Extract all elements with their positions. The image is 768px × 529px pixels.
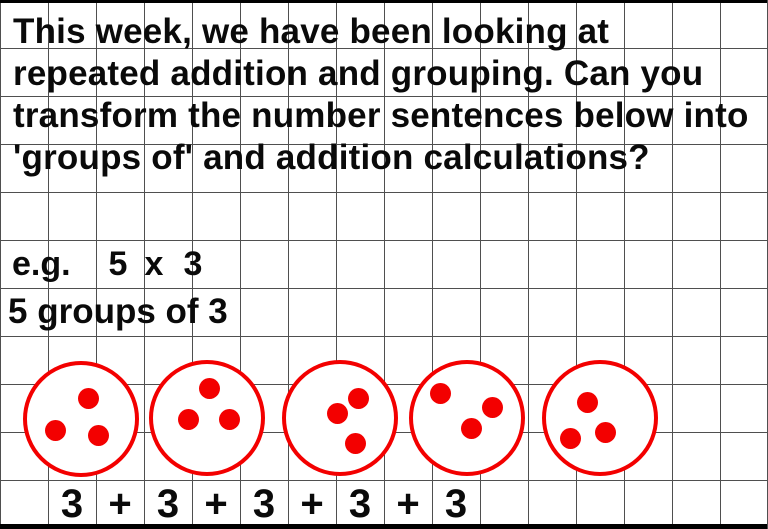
example-multiplicand: 5: [108, 245, 128, 283]
group-circle: [282, 360, 398, 476]
example-multiplier: 3: [183, 245, 203, 283]
plus-operator: +: [300, 481, 324, 526]
counter-dot: [429, 382, 451, 404]
counter-dot: [44, 419, 66, 441]
addend-number: 3: [60, 481, 84, 526]
group-circle: [23, 361, 139, 477]
counter-dot: [326, 402, 348, 424]
addend-number: 3: [252, 481, 276, 526]
counter-dot: [77, 387, 99, 409]
plus-operator: +: [204, 481, 228, 526]
instruction-line-3: transform the number sentences below int…: [13, 96, 749, 135]
counter-dot: [347, 387, 369, 409]
instruction-line-2: repeated addition and grouping. Can you: [13, 54, 704, 93]
addend-number: 3: [348, 481, 372, 526]
example-row: e.g. 5 x 3: [0, 240, 767, 288]
group-circle: [409, 360, 525, 476]
plus-operator: +: [108, 481, 132, 526]
counter-dot: [87, 424, 109, 446]
counter-dot: [198, 377, 220, 399]
top-border: [0, 0, 767, 3]
instruction-line-4: 'groups of' and addition calculations?: [13, 138, 650, 177]
counter-dot: [559, 427, 581, 449]
counter-dot: [594, 421, 616, 443]
bottom-border: [0, 524, 767, 529]
number-sentence: 3 +3 +3 +3 +3: [48, 480, 480, 528]
multiply-operator: x: [144, 245, 164, 283]
counter-dot: [481, 396, 503, 418]
addend-number: 3: [444, 481, 468, 526]
counter-dot: [218, 408, 240, 430]
example-answer: 5 groups of 3: [8, 292, 228, 331]
instruction-text: This week, we have been looking at repea…: [13, 11, 749, 179]
example-label: e.g.: [12, 245, 71, 283]
counter-dot: [177, 408, 199, 430]
plus-operator: +: [396, 481, 420, 526]
counter-dot: [344, 432, 366, 454]
group-circle: [149, 360, 265, 476]
instruction-line-1: This week, we have been looking at: [13, 12, 610, 51]
counter-dot: [460, 417, 482, 439]
group-circle: [542, 360, 658, 476]
counter-dot: [576, 391, 598, 413]
addend-number: 3: [156, 481, 180, 526]
